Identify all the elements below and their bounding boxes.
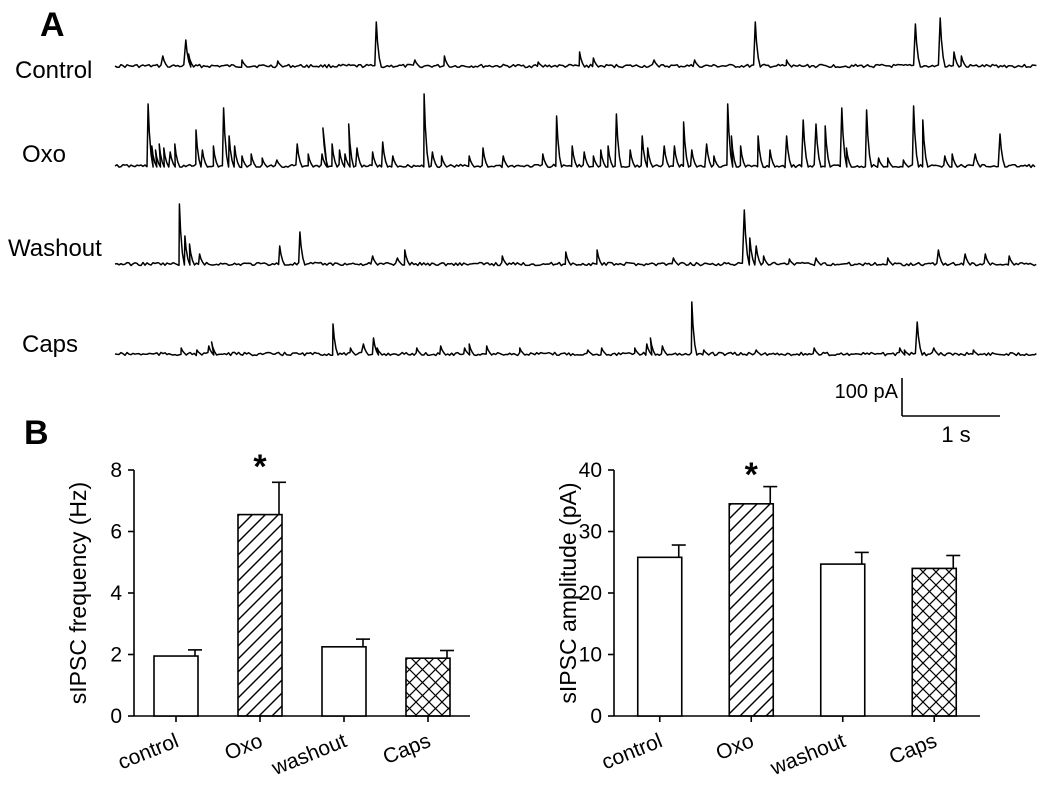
y-tick-label: 30 [579,521,602,544]
trace-caps: Caps [22,301,1037,358]
scale-bar: 100 pA 1 s [835,378,1000,447]
y-axis-label: sIPSC amplitude (pA) [555,482,581,703]
x-category-label-control: control [599,729,666,774]
significance-marker: * [745,456,759,494]
bar-washout [819,563,866,717]
bar-control [153,655,199,717]
trace-line-control [114,17,1037,69]
trace-label-washout: Washout [8,235,102,262]
trace-label-caps: Caps [22,331,78,358]
trace-control: Control [15,17,1037,84]
trace-group: Control Oxo Washout Caps [8,17,1037,358]
y-tick-label: 0 [590,705,602,728]
x-category-label-washout: washout [268,729,350,780]
y-tick-label: 10 [579,644,602,667]
trace-line-washout [114,203,1037,267]
panel-b-letter: B [24,414,49,452]
x-category-label-washout: washout [767,729,849,780]
x-category-label-oxo: Oxo [222,729,266,765]
scale-bar-time-label: 1 s [941,422,970,447]
y-tick-label: 40 [579,459,602,482]
scale-bar-amplitude-label: 100 pA [835,381,899,403]
trace-line-oxo [114,93,1036,169]
frequency-bar-chart: 0 2 4 6 8 sIPSC frequency (Hz) control Oxo * wash… [65,448,470,780]
bar-control [636,556,683,717]
y-tick-label: 20 [579,582,602,605]
bar-caps [911,567,958,717]
y-tick-label: 2 [110,644,122,667]
y-tick-label: 8 [110,459,122,482]
y-tick-label: 0 [110,705,122,728]
bar-oxo [728,503,775,717]
trace-label-oxo: Oxo [22,141,66,168]
panel-a-letter: A [40,6,65,44]
trace-label-control: Control [15,57,92,84]
bar-washout [321,646,367,717]
x-category-label-caps: Caps [380,729,434,769]
y-axis-label: sIPSC frequency (Hz) [65,482,91,704]
y-tick-label: 4 [110,582,122,605]
bar-caps [405,657,451,717]
x-category-label-control: control [115,729,182,774]
trace-washout: Washout [8,203,1037,267]
x-category-label-caps: Caps [886,729,940,769]
trace-oxo: Oxo [22,93,1036,169]
significance-marker: * [253,448,267,486]
x-category-label-oxo: Oxo [713,729,757,765]
bar-oxo [237,513,283,717]
y-tick-label: 6 [110,521,122,544]
trace-line-caps [114,301,1037,357]
